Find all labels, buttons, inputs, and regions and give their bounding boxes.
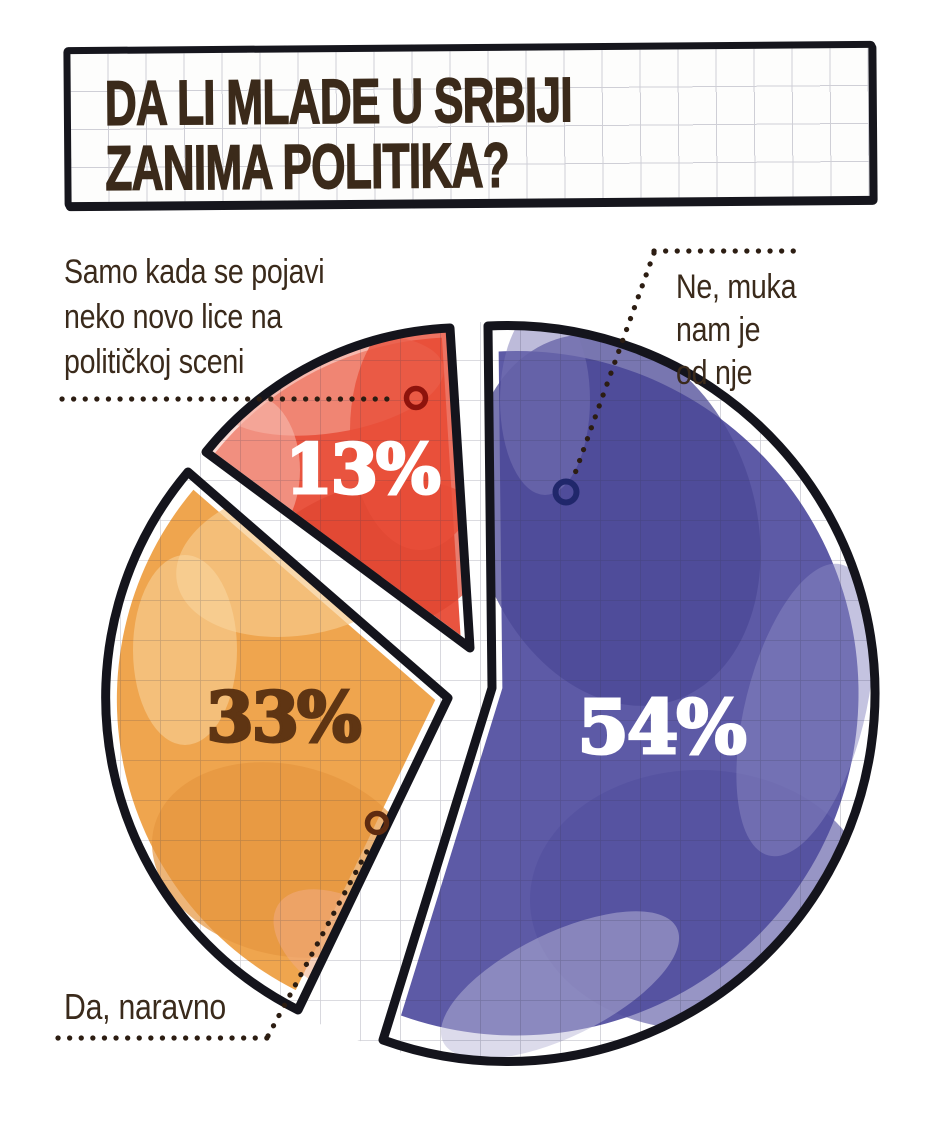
- callout-blue-line-1: Ne, muka: [676, 268, 797, 306]
- marker-red-ring: [403, 385, 429, 411]
- callout-red-line-2: neko novo lice na: [64, 298, 283, 336]
- marker-orange-ring: [364, 810, 390, 836]
- percent-label-red: 13%: [284, 429, 442, 512]
- callout-red-line-3: političkoj sceni: [64, 343, 245, 381]
- leader-orange-diagonal: [265, 839, 375, 1039]
- callout-blue-label: Ne, muka nam je od nje: [676, 266, 796, 395]
- title-line-1: DA LI MLADE U SRBIJI: [104, 65, 573, 140]
- marker-blue-ring: [552, 478, 580, 506]
- chart-title: DA LI MLADE U SRBIJI ZANIMA POLITIKA?: [104, 65, 573, 205]
- callout-orange-label: Da, naravno: [64, 984, 226, 1029]
- leader-markers: [364, 385, 580, 836]
- leader-lines: [55, 248, 801, 1041]
- percent-label-orange: 33%: [205, 677, 363, 760]
- percent-label-blue: 54%: [576, 684, 748, 773]
- callout-blue-line-3: od nje: [676, 354, 753, 392]
- title-box: DA LI MLADE U SRBIJI ZANIMA POLITIKA?: [63, 40, 877, 210]
- callout-blue-line-2: nam je: [676, 311, 761, 349]
- title-line-2: ZANIMA POLITIKA?: [104, 130, 510, 205]
- callout-red-label: Samo kada se pojavi neko novo lice na po…: [64, 250, 325, 385]
- callout-orange-line-1: Da, naravno: [64, 986, 226, 1027]
- callout-red-line-1: Samo kada se pojavi: [64, 253, 325, 291]
